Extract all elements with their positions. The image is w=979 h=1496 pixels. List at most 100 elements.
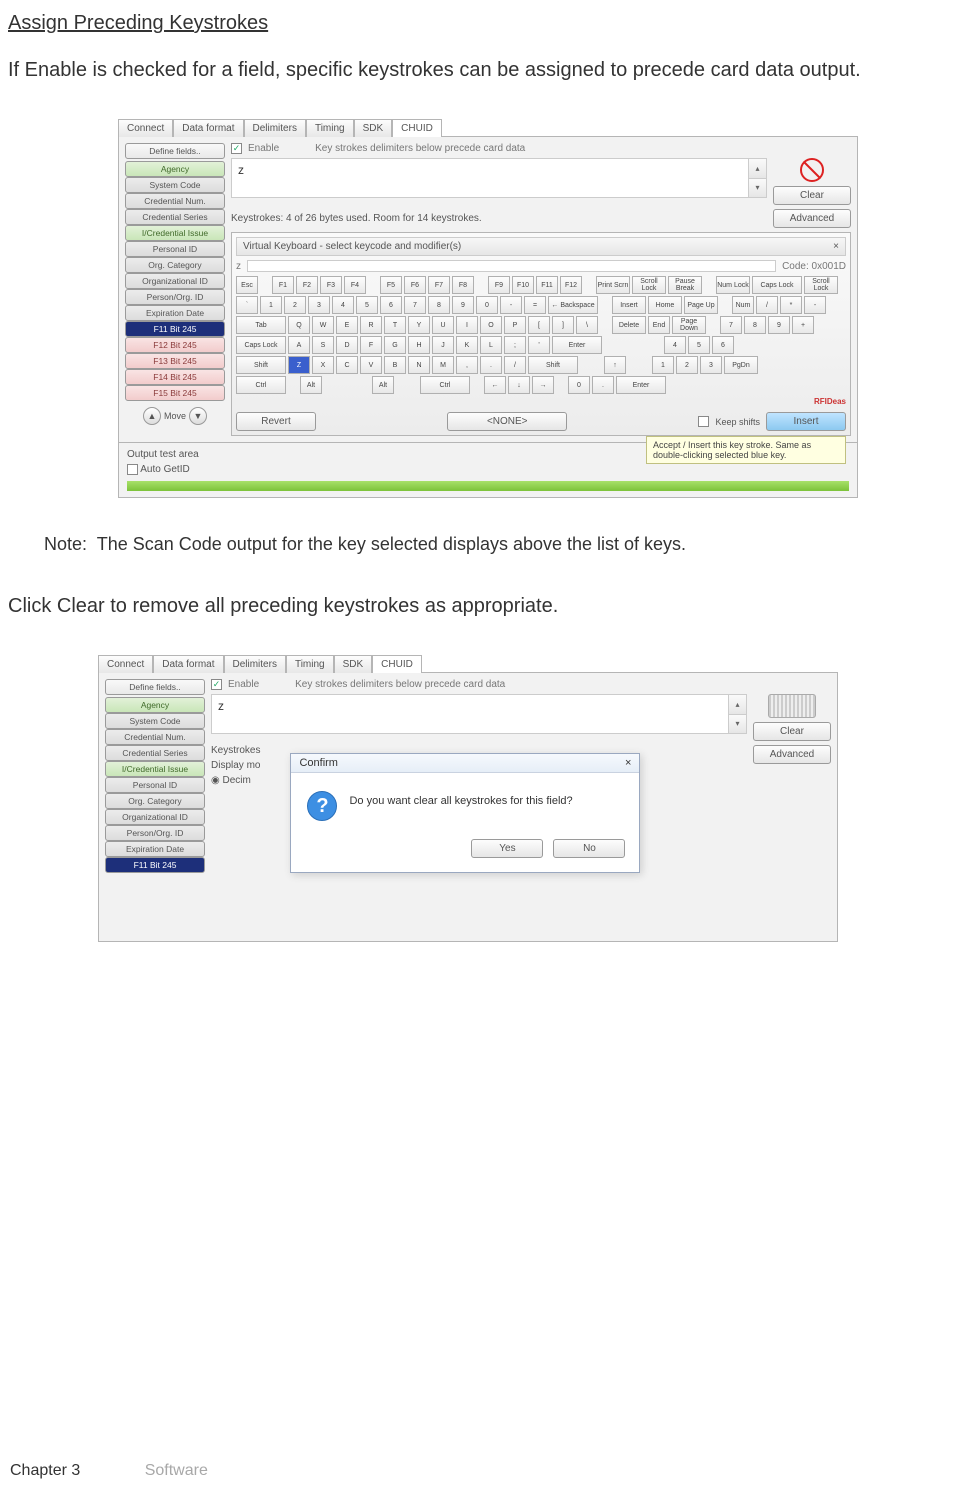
- tab-timing[interactable]: Timing: [306, 119, 354, 137]
- key[interactable]: N: [408, 356, 430, 374]
- key[interactable]: F3: [320, 276, 342, 294]
- key[interactable]: W: [312, 316, 334, 334]
- field-item[interactable]: Organizational ID: [105, 809, 205, 825]
- key[interactable]: Print Scrn: [596, 276, 630, 294]
- key[interactable]: C: [336, 356, 358, 374]
- field-item[interactable]: Person/Org. ID: [105, 825, 205, 841]
- key[interactable]: Enter: [552, 336, 602, 354]
- key[interactable]: X: [312, 356, 334, 374]
- key[interactable]: Scroll Lock: [804, 276, 838, 294]
- spin-down-icon[interactable]: ▾: [749, 179, 766, 198]
- tab-chuid[interactable]: CHUID: [372, 655, 422, 673]
- field-item[interactable]: F14 Bit 245: [125, 369, 225, 385]
- key[interactable]: /: [756, 296, 778, 314]
- spin-up-icon[interactable]: ▴: [729, 695, 746, 715]
- key[interactable]: F12: [560, 276, 582, 294]
- key[interactable]: Scroll Lock: [632, 276, 666, 294]
- field-item[interactable]: Person/Org. ID: [125, 289, 225, 305]
- decimal-radio[interactable]: ◉ Decim: [211, 775, 260, 786]
- field-item[interactable]: F11 Bit 245: [105, 857, 205, 873]
- key[interactable]: \: [576, 316, 598, 334]
- key[interactable]: 3: [308, 296, 330, 314]
- key[interactable]: End: [648, 316, 670, 334]
- key[interactable]: -: [804, 296, 826, 314]
- field-item[interactable]: Agency: [125, 161, 225, 177]
- key[interactable]: Caps Lock: [236, 336, 286, 354]
- define-fields-button[interactable]: Define fields..: [125, 143, 225, 159]
- key[interactable]: Alt: [300, 376, 322, 394]
- key[interactable]: .: [480, 356, 502, 374]
- tab-connect[interactable]: Connect: [98, 655, 153, 673]
- key[interactable]: 6: [712, 336, 734, 354]
- tab-sdk[interactable]: SDK: [354, 119, 393, 137]
- key[interactable]: Shift: [236, 356, 286, 374]
- key[interactable]: PgDn: [724, 356, 758, 374]
- field-item[interactable]: Credential Series: [125, 209, 225, 225]
- key[interactable]: *: [780, 296, 802, 314]
- field-item[interactable]: Credential Series: [105, 745, 205, 761]
- key[interactable]: P: [504, 316, 526, 334]
- key[interactable]: F6: [404, 276, 426, 294]
- field-item[interactable]: Org. Category: [105, 793, 205, 809]
- key[interactable]: 2: [284, 296, 306, 314]
- key[interactable]: Pause Break: [668, 276, 702, 294]
- key[interactable]: I: [456, 316, 478, 334]
- key[interactable]: ↑: [604, 356, 626, 374]
- spin-down-icon[interactable]: ▾: [729, 715, 746, 734]
- field-item[interactable]: F13 Bit 245: [125, 353, 225, 369]
- key[interactable]: U: [432, 316, 454, 334]
- key[interactable]: 9: [768, 316, 790, 334]
- key[interactable]: =: [524, 296, 546, 314]
- key[interactable]: Tab: [236, 316, 286, 334]
- key[interactable]: Page Up: [684, 296, 718, 314]
- advanced-button[interactable]: Advanced: [753, 745, 831, 764]
- key[interactable]: 0: [476, 296, 498, 314]
- key[interactable]: 6: [380, 296, 402, 314]
- tab-dataformat[interactable]: Data format: [153, 655, 223, 673]
- key[interactable]: Num Lock: [716, 276, 750, 294]
- key[interactable]: 4: [664, 336, 686, 354]
- key[interactable]: F4: [344, 276, 366, 294]
- key[interactable]: Insert: [612, 296, 646, 314]
- field-item[interactable]: F15 Bit 245: [125, 385, 225, 401]
- key[interactable]: /: [504, 356, 526, 374]
- enable-checkbox[interactable]: ✓: [231, 143, 242, 154]
- key[interactable]: F: [360, 336, 382, 354]
- field-item[interactable]: System Code: [105, 713, 205, 729]
- auto-getid-checkbox[interactable]: ✓: [127, 464, 138, 475]
- key[interactable]: A: [288, 336, 310, 354]
- key[interactable]: R: [360, 316, 382, 334]
- tab-chuid[interactable]: CHUID: [392, 119, 442, 137]
- advanced-button[interactable]: Advanced: [773, 209, 851, 228]
- field-item[interactable]: Personal ID: [105, 777, 205, 793]
- key[interactable]: 8: [428, 296, 450, 314]
- keystroke-textbox[interactable]: z: [212, 695, 728, 733]
- tab-delimiters[interactable]: Delimiters: [244, 119, 306, 137]
- close-icon[interactable]: ×: [833, 241, 839, 252]
- define-fields-button[interactable]: Define fields..: [105, 679, 205, 695]
- field-item[interactable]: F12 Bit 245: [125, 337, 225, 353]
- tab-dataformat[interactable]: Data format: [173, 119, 243, 137]
- key[interactable]: 2: [676, 356, 698, 374]
- key[interactable]: E: [336, 316, 358, 334]
- key[interactable]: [: [528, 316, 550, 334]
- key[interactable]: Alt: [372, 376, 394, 394]
- key[interactable]: F8: [452, 276, 474, 294]
- field-item[interactable]: Org. Category: [125, 257, 225, 273]
- key[interactable]: 8: [744, 316, 766, 334]
- key[interactable]: F7: [428, 276, 450, 294]
- key[interactable]: O: [480, 316, 502, 334]
- field-item[interactable]: F11 Bit 245: [125, 321, 225, 337]
- key[interactable]: Esc: [236, 276, 258, 294]
- key[interactable]: ←: [484, 376, 506, 394]
- key[interactable]: →: [532, 376, 554, 394]
- field-item[interactable]: Expiration Date: [125, 305, 225, 321]
- key[interactable]: F11: [536, 276, 558, 294]
- key[interactable]: 7: [404, 296, 426, 314]
- key[interactable]: J: [432, 336, 454, 354]
- key[interactable]: 1: [652, 356, 674, 374]
- key[interactable]: Caps Lock: [752, 276, 802, 294]
- field-item[interactable]: Organizational ID: [125, 273, 225, 289]
- keystroke-textbox[interactable]: z: [232, 159, 748, 197]
- key[interactable]: Home: [648, 296, 682, 314]
